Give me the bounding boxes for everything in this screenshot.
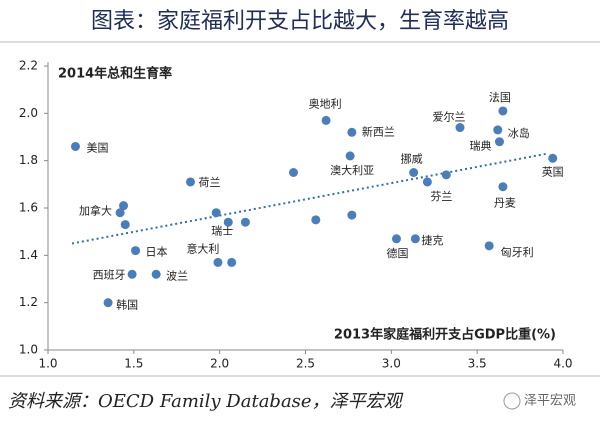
point-label: 法国 xyxy=(489,90,511,104)
x-tick-label: 3.5 xyxy=(468,357,487,371)
x-tick-label: 1.0 xyxy=(38,357,57,371)
y-tick-label: 1.6 xyxy=(19,201,38,215)
point-label: 奥地利 xyxy=(309,96,342,110)
x-tick-label: 1.5 xyxy=(124,357,143,371)
point-label: 丹麦 xyxy=(494,197,516,210)
point-label: 爱尔兰 xyxy=(433,111,466,124)
point-label: 新西兰 xyxy=(362,124,395,138)
point xyxy=(391,234,401,244)
point xyxy=(127,269,137,279)
point xyxy=(441,170,451,180)
point xyxy=(498,182,508,192)
watermark: 泽平宏观 xyxy=(524,394,576,409)
point-label: 澳大利亚 xyxy=(330,163,374,177)
point xyxy=(211,208,221,218)
point-label: 西班牙 xyxy=(93,268,126,281)
point-label: 瑞典 xyxy=(469,139,491,153)
point-label: 挪威 xyxy=(401,152,423,166)
source: 资料来源：OECD Family Database，泽平宏观 xyxy=(8,391,404,412)
point xyxy=(131,246,141,256)
y-tick-label: 1.4 xyxy=(19,248,38,262)
point-label: 美国 xyxy=(86,141,108,154)
y-tick-label: 2.2 xyxy=(19,59,38,73)
point-label: 波兰 xyxy=(166,269,188,282)
y-tick-label: 1.2 xyxy=(19,295,38,309)
y-axis-label: 2014年总和生育率 xyxy=(58,66,172,82)
point xyxy=(455,123,465,133)
point xyxy=(120,220,130,230)
point-label: 瑞士 xyxy=(211,224,233,238)
point xyxy=(498,106,508,116)
point xyxy=(213,257,223,267)
point-label: 日本 xyxy=(146,245,168,259)
point xyxy=(151,269,161,279)
point xyxy=(115,208,125,218)
point-label: 德国 xyxy=(386,246,408,260)
point xyxy=(103,298,113,308)
point-label: 韩国 xyxy=(116,298,138,312)
point xyxy=(185,177,195,187)
point xyxy=(227,257,237,267)
x-tick-label: 2.0 xyxy=(210,357,229,371)
point xyxy=(70,141,80,151)
point-label: 加拿大 xyxy=(79,204,112,218)
point-label: 荷兰 xyxy=(198,176,220,189)
y-tick-label: 1.0 xyxy=(19,343,38,357)
x-tick-label: 4.0 xyxy=(553,357,572,371)
point xyxy=(347,210,357,220)
point xyxy=(119,201,129,211)
point xyxy=(548,153,558,163)
point-label: 捷克 xyxy=(421,233,443,247)
point xyxy=(409,168,419,177)
point xyxy=(223,217,233,227)
point xyxy=(311,215,321,225)
x-tick-label: 3.0 xyxy=(382,357,401,371)
point xyxy=(288,168,298,177)
point xyxy=(484,241,494,251)
x-tick-label: 2.5 xyxy=(296,357,315,371)
trendline xyxy=(71,152,548,245)
watermark-icon xyxy=(503,392,521,410)
chart-title: 图表：家庭福利开支占比越大，生育率越高 xyxy=(91,9,509,34)
point xyxy=(493,125,503,135)
point-label: 芬兰 xyxy=(430,190,452,203)
point-label: 英国 xyxy=(542,164,564,178)
point xyxy=(410,234,420,244)
y-tick-label: 2.0 xyxy=(19,106,38,120)
y-tick-label: 1.8 xyxy=(19,153,38,167)
point-label: 冰岛 xyxy=(508,126,530,140)
point-label: 匈牙利 xyxy=(501,245,534,259)
point-label: 意大利 xyxy=(186,241,219,255)
point xyxy=(321,115,331,125)
x-axis-label: 2013年家庭福利开支占GDP比重(%) xyxy=(334,327,556,343)
point xyxy=(240,217,250,227)
point xyxy=(347,127,357,137)
point xyxy=(494,137,504,147)
point xyxy=(345,151,355,161)
point xyxy=(422,177,432,187)
